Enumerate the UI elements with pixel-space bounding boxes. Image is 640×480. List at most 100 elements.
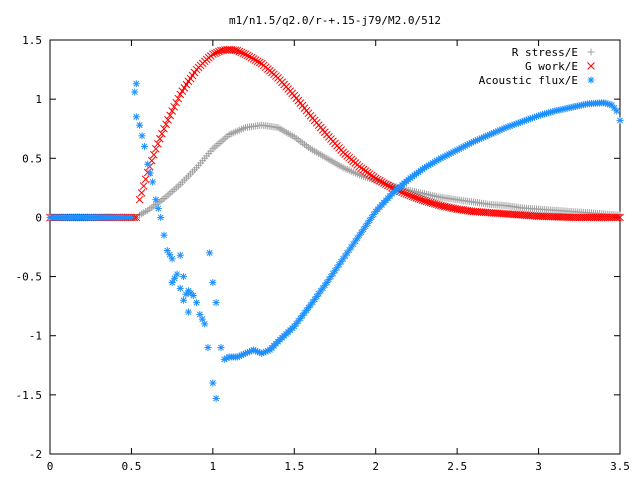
data-point (406, 191, 415, 200)
data-point (140, 142, 148, 150)
data-point (131, 88, 139, 96)
x-tick-label: 3 (535, 460, 542, 473)
data-point (168, 107, 176, 115)
y-tick-label: -1.5 (16, 389, 43, 402)
data-point (414, 194, 423, 203)
data-point (213, 48, 221, 57)
data-point (137, 189, 146, 197)
data-point (402, 190, 411, 198)
data-point (384, 181, 392, 190)
data-point (193, 299, 201, 307)
data-point (404, 191, 413, 199)
data-point (132, 113, 140, 121)
data-point (152, 144, 160, 153)
data-point (174, 94, 183, 103)
data-point (172, 98, 181, 107)
data-point (189, 291, 197, 299)
data-point (139, 182, 148, 190)
data-point (377, 178, 386, 186)
data-point (144, 160, 152, 168)
data-point (209, 50, 217, 59)
data-point (245, 52, 254, 61)
plot-frame (49, 39, 621, 455)
data-point (349, 240, 357, 248)
data-point (132, 80, 140, 88)
data-point (180, 296, 188, 304)
data-point (613, 107, 621, 115)
data-point (156, 134, 164, 143)
data-point (160, 124, 168, 133)
data-point (154, 205, 162, 213)
data-point (241, 50, 250, 59)
data-point (170, 102, 179, 111)
x-tick-label: 2.5 (447, 460, 467, 473)
legend-marker-icon (587, 76, 595, 84)
data-point (136, 121, 144, 129)
data-point (146, 169, 154, 177)
data-point (373, 175, 382, 184)
data-point (253, 57, 262, 66)
data-point (152, 196, 160, 204)
y-tick-label: 1.5 (22, 34, 42, 47)
y-tick-label: 0.5 (22, 152, 42, 165)
x-tick-label: 1 (210, 460, 217, 473)
x-tick-label: 0 (47, 460, 54, 473)
data-point (160, 231, 168, 239)
data-point (209, 278, 217, 286)
data-point (180, 273, 188, 281)
data-point (247, 53, 256, 62)
data-point (255, 58, 264, 67)
data-point (235, 47, 244, 56)
series-layer (46, 45, 624, 402)
data-point (182, 290, 190, 298)
ticks-layer: 0 0.5 1 1.5 2 2.5 3 3.5 1.5 1 0.5 0 -0.5 -1 -1.5 -2 (16, 34, 630, 473)
legend-marker-icon (587, 62, 595, 70)
data-point (154, 139, 162, 148)
data-point (162, 120, 170, 129)
data-point (382, 180, 390, 189)
legend-label: Acoustic flux/E (479, 74, 578, 87)
series-0 (46, 121, 624, 221)
y-tick-label: -2 (29, 448, 42, 461)
data-point (163, 247, 171, 255)
legend-marker-icon (587, 48, 595, 56)
y-tick-label: 0 (35, 211, 42, 224)
data-point (168, 255, 176, 263)
data-point (135, 195, 144, 204)
data-point (209, 379, 217, 387)
data-point (173, 270, 181, 278)
data-point (211, 49, 219, 58)
legend-label: R stress/E (512, 46, 578, 59)
data-point (204, 344, 212, 352)
data-point (380, 179, 388, 187)
chart-title: m1/n1.5/q2.0/r-+.15-j79/M2.0/512 (229, 14, 441, 27)
data-point (206, 249, 214, 257)
data-point (166, 111, 174, 120)
data-point (386, 182, 394, 191)
data-point (127, 213, 135, 221)
x-tick-label: 1.5 (284, 460, 304, 473)
data-point (251, 56, 260, 64)
y-tick-label: -1 (29, 330, 42, 343)
data-point (616, 213, 624, 222)
x-tick-label: 0.5 (121, 460, 141, 473)
data-point (614, 213, 622, 222)
data-point (249, 55, 258, 63)
x-tick-label: 2 (372, 460, 379, 473)
data-point (412, 194, 421, 202)
data-point (138, 132, 146, 140)
data-point (212, 394, 220, 402)
data-point (149, 178, 157, 186)
data-point (371, 174, 380, 183)
data-point (616, 116, 624, 124)
data-point (201, 320, 209, 328)
data-point (408, 192, 417, 201)
y-tick-label: -0.5 (16, 271, 43, 284)
data-point (410, 193, 419, 202)
x-tick-label: 3.5 (610, 460, 630, 473)
data-point (416, 195, 425, 204)
data-point (212, 299, 220, 307)
data-point (164, 115, 172, 124)
